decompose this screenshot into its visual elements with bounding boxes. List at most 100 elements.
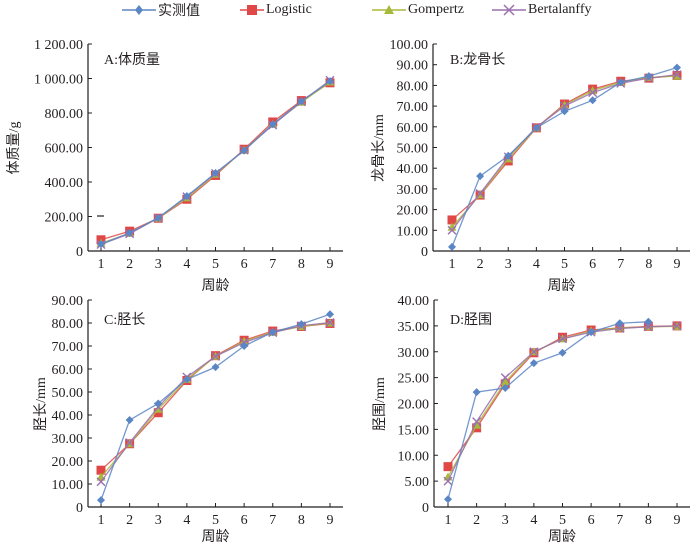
x-tick-label: 2 [126, 257, 133, 272]
series-line [451, 74, 678, 221]
x-tick-label: 4 [183, 257, 190, 272]
data-point [672, 321, 682, 331]
data-point [326, 77, 334, 86]
data-point [644, 317, 653, 326]
data-point [211, 351, 220, 361]
x-tick-label: 3 [505, 257, 512, 272]
x-tick-label: 3 [502, 513, 509, 528]
data-point [447, 225, 457, 235]
chart-a: 0 200.00 400.00 600.00 800.00 1 000.00 1 200.0… [6, 38, 343, 294]
data-point [500, 377, 510, 386]
y-tick-label: 800.00 [45, 107, 84, 122]
x-axis-label: 周龄 [548, 529, 576, 545]
y-tick-label: 400.00 [45, 176, 84, 191]
data-point [616, 78, 625, 87]
x-tick-label: 4 [533, 257, 540, 272]
x-tick-label: 7 [617, 257, 624, 272]
data-point [558, 348, 567, 357]
data-point [673, 63, 681, 72]
y-tick-label: 80.00 [52, 317, 84, 332]
series-line [100, 322, 331, 478]
series-square [443, 321, 682, 472]
data-point [182, 375, 191, 384]
x-tick-label: 7 [269, 513, 276, 528]
data-point [588, 88, 598, 98]
data-point [297, 97, 306, 106]
x-tick-label: 7 [269, 257, 276, 272]
legend-label: Bertalanffy [528, 2, 592, 17]
data-point [448, 242, 456, 251]
data-point [558, 334, 567, 344]
x-tick-label: 4 [530, 513, 537, 528]
data-point [211, 363, 220, 372]
x-tick-label: 3 [155, 257, 162, 272]
y-tick-label: 40.00 [397, 162, 429, 177]
x-tick-label: 8 [298, 257, 305, 272]
series-line [451, 75, 678, 228]
legend-item-measured: 实测值 [122, 0, 200, 20]
data-point [240, 146, 249, 155]
data-point [587, 328, 596, 337]
data-point [475, 188, 485, 198]
data-point [325, 318, 335, 328]
x-tick-label: 6 [588, 513, 595, 528]
y-tick-label: 15.00 [398, 423, 430, 438]
y-tick-label: 10.00 [52, 478, 84, 493]
series-triangle [447, 71, 682, 231]
data-point [182, 192, 191, 201]
series-square [447, 70, 682, 225]
y-tick-label: 0 [76, 501, 83, 516]
chart-c: 0 10.00 20.00 30.00 40.00 50.00 60.00 70.00 80.0… [33, 294, 343, 545]
y-tick-label: 1 000.00 [34, 73, 83, 88]
y-tick-label: 20.00 [397, 204, 429, 219]
x-tick-label: 1 [445, 513, 452, 528]
data-point [297, 320, 306, 329]
x-axis-label: 周龄 [202, 278, 230, 294]
data-point [447, 215, 457, 225]
series-line [100, 321, 331, 483]
data-point [268, 328, 277, 337]
data-point [96, 477, 106, 487]
x-marker-icon [492, 4, 526, 16]
x-tick-label: 2 [477, 257, 484, 272]
y-axis-label: 胫围/mm [372, 377, 388, 431]
data-point [443, 462, 453, 472]
series-line [451, 66, 678, 248]
x-tick-label: 1 [98, 257, 105, 272]
panel-title: D:胫围 [450, 312, 492, 328]
x-tick-label: 9 [327, 513, 334, 528]
x-tick-label: 5 [559, 513, 566, 528]
y-tick-label: 30.00 [397, 183, 429, 198]
series-line [100, 322, 331, 471]
data-point [125, 438, 135, 448]
y-tick-label: 60.00 [52, 363, 84, 378]
y-tick-label: 20.00 [398, 398, 430, 413]
x-tick-label: 5 [212, 257, 219, 272]
legend-label: Logistic [266, 2, 312, 17]
data-point [560, 100, 569, 109]
data-point [96, 465, 106, 475]
data-point [444, 495, 452, 504]
series-line [447, 321, 649, 500]
legend-label: Gompertz [408, 2, 464, 17]
chart-b: 0 10.00 20.00 30.00 40.00 50.00 60.00 70.00 80.0… [371, 38, 690, 294]
data-point [443, 476, 453, 486]
data-point [472, 388, 481, 397]
data-point [501, 383, 510, 392]
series-line [447, 325, 678, 468]
data-point [615, 323, 625, 332]
series-x [447, 70, 682, 235]
y-tick-label: 70.00 [397, 100, 429, 115]
diamond-marker-icon [122, 5, 156, 15]
data-point [476, 172, 485, 181]
data-point [125, 416, 134, 425]
y-tick-label: 30.00 [398, 346, 430, 361]
chart-d: 0 5.00 10.00 15.00 20.00 25.00 30.00 35.00 40.00… [372, 294, 690, 545]
data-point [268, 120, 277, 129]
x-tick-label: 5 [212, 513, 219, 528]
y-tick-label: 10.00 [397, 224, 429, 239]
x-tick-label: 6 [241, 513, 248, 528]
x-tick-label: 6 [241, 257, 248, 272]
y-tick-label: 5.00 [405, 475, 430, 490]
data-point [472, 417, 482, 427]
